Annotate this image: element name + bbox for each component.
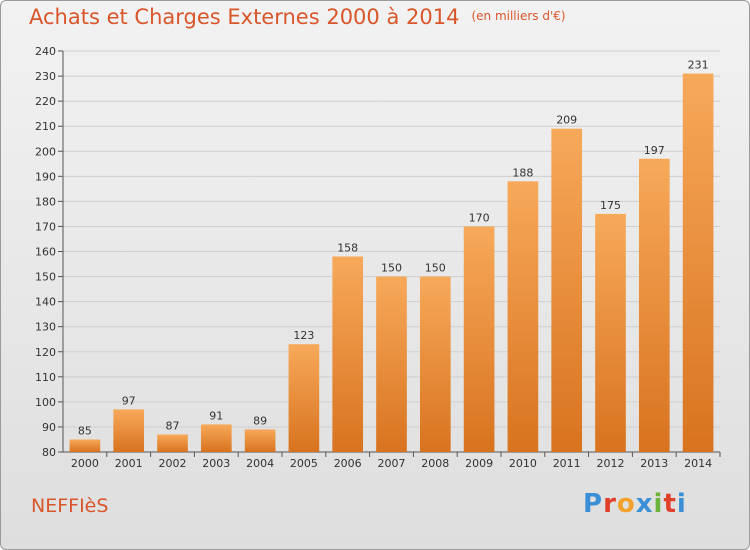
x-tick-label: 2012 [597, 457, 625, 470]
data-label-2012: 175 [600, 199, 621, 212]
y-tick-label: 200 [35, 145, 56, 158]
y-tick-label: 230 [35, 70, 56, 83]
bar-2013 [638, 158, 670, 453]
x-tick-label: 2004 [246, 457, 274, 470]
bar-2002 [157, 434, 188, 452]
y-tick-label: 110 [35, 371, 56, 384]
x-tick-label: 2008 [421, 457, 449, 470]
y-tick-label: 150 [35, 271, 56, 284]
y-tick-label: 210 [35, 120, 56, 133]
data-label-2003: 91 [209, 409, 223, 422]
data-label-2000: 85 [78, 424, 92, 437]
logo-letter: t [663, 489, 677, 519]
y-tick-label: 170 [35, 220, 56, 233]
bar-2003 [200, 424, 232, 452]
x-tick-label: 2005 [290, 457, 318, 470]
chart-title-text: Achats et Charges Externes 2000 à 2014 [29, 5, 460, 29]
chart-unit: (en milliers d'€) [471, 9, 566, 23]
y-tick-label: 190 [35, 170, 56, 183]
y-tick-label: 220 [35, 95, 56, 108]
bars [69, 73, 714, 453]
data-label-2005: 123 [293, 329, 314, 342]
data-label-2013: 197 [644, 144, 665, 157]
data-label-2007: 150 [381, 262, 402, 275]
data-label-2002: 87 [166, 419, 180, 432]
data-label-2006: 158 [337, 242, 358, 255]
data-labels: 85 97 87 91 89 123 158 150 150 170 188 209 175 197 231 [78, 59, 709, 438]
bar-2004 [244, 429, 276, 452]
x-tick-label: 2010 [509, 457, 537, 470]
bar-2001 [113, 409, 145, 452]
y-tick-label: 160 [35, 246, 56, 259]
y-tick-label: 180 [35, 195, 56, 208]
logo-letter: P [583, 489, 604, 519]
x-tick-label: 2003 [202, 457, 230, 470]
x-tick-label: 2007 [378, 457, 406, 470]
chart-title: Achats et Charges Externes 2000 à 2014 (e… [29, 5, 566, 29]
bar-2007 [376, 276, 407, 452]
logo-letter: i [676, 489, 687, 519]
data-label-2001: 97 [122, 394, 136, 407]
data-label-2009: 170 [469, 211, 490, 224]
bar-2014 [682, 73, 714, 453]
x-tick-label: 2013 [640, 457, 668, 470]
logo-letter: r [603, 489, 617, 519]
bar-2010 [507, 181, 539, 452]
y-tick-label: 100 [35, 396, 56, 409]
bar-2012 [595, 213, 626, 452]
bar-2000 [69, 439, 101, 452]
proxiti-logo: Proxiti [583, 489, 687, 519]
bar-2008 [419, 276, 451, 452]
data-label-2004: 89 [253, 414, 267, 427]
y-tick-label: 140 [35, 296, 56, 309]
x-tick-label: 2001 [115, 457, 143, 470]
commune-name: NEFFIèS [31, 495, 109, 517]
logo-letter: x [635, 489, 654, 519]
bar-2006 [332, 256, 364, 452]
x-tick-label: 2009 [465, 457, 493, 470]
data-label-2014: 231 [688, 59, 709, 72]
bar-2009 [463, 226, 495, 452]
y-tick-label: 80 [42, 446, 56, 459]
y-tick-label: 240 [35, 45, 56, 58]
data-label-2010: 188 [512, 166, 533, 179]
data-label-2011: 209 [556, 114, 577, 127]
data-label-2008: 150 [425, 262, 446, 275]
x-tick-label: 2011 [553, 457, 581, 470]
y-tick-label: 130 [35, 321, 56, 334]
bar-2005 [288, 344, 320, 452]
y-tick-label: 120 [35, 346, 56, 359]
x-tick-label: 2000 [71, 457, 99, 470]
logo-letter: o [616, 489, 636, 519]
bar-2011 [551, 128, 583, 452]
y-tick-label: 90 [42, 421, 56, 434]
logo-letter: i [653, 489, 664, 519]
x-tick-label: 2014 [684, 457, 712, 470]
x-tick-label: 2006 [334, 457, 362, 470]
x-tick-label: 2002 [159, 457, 187, 470]
